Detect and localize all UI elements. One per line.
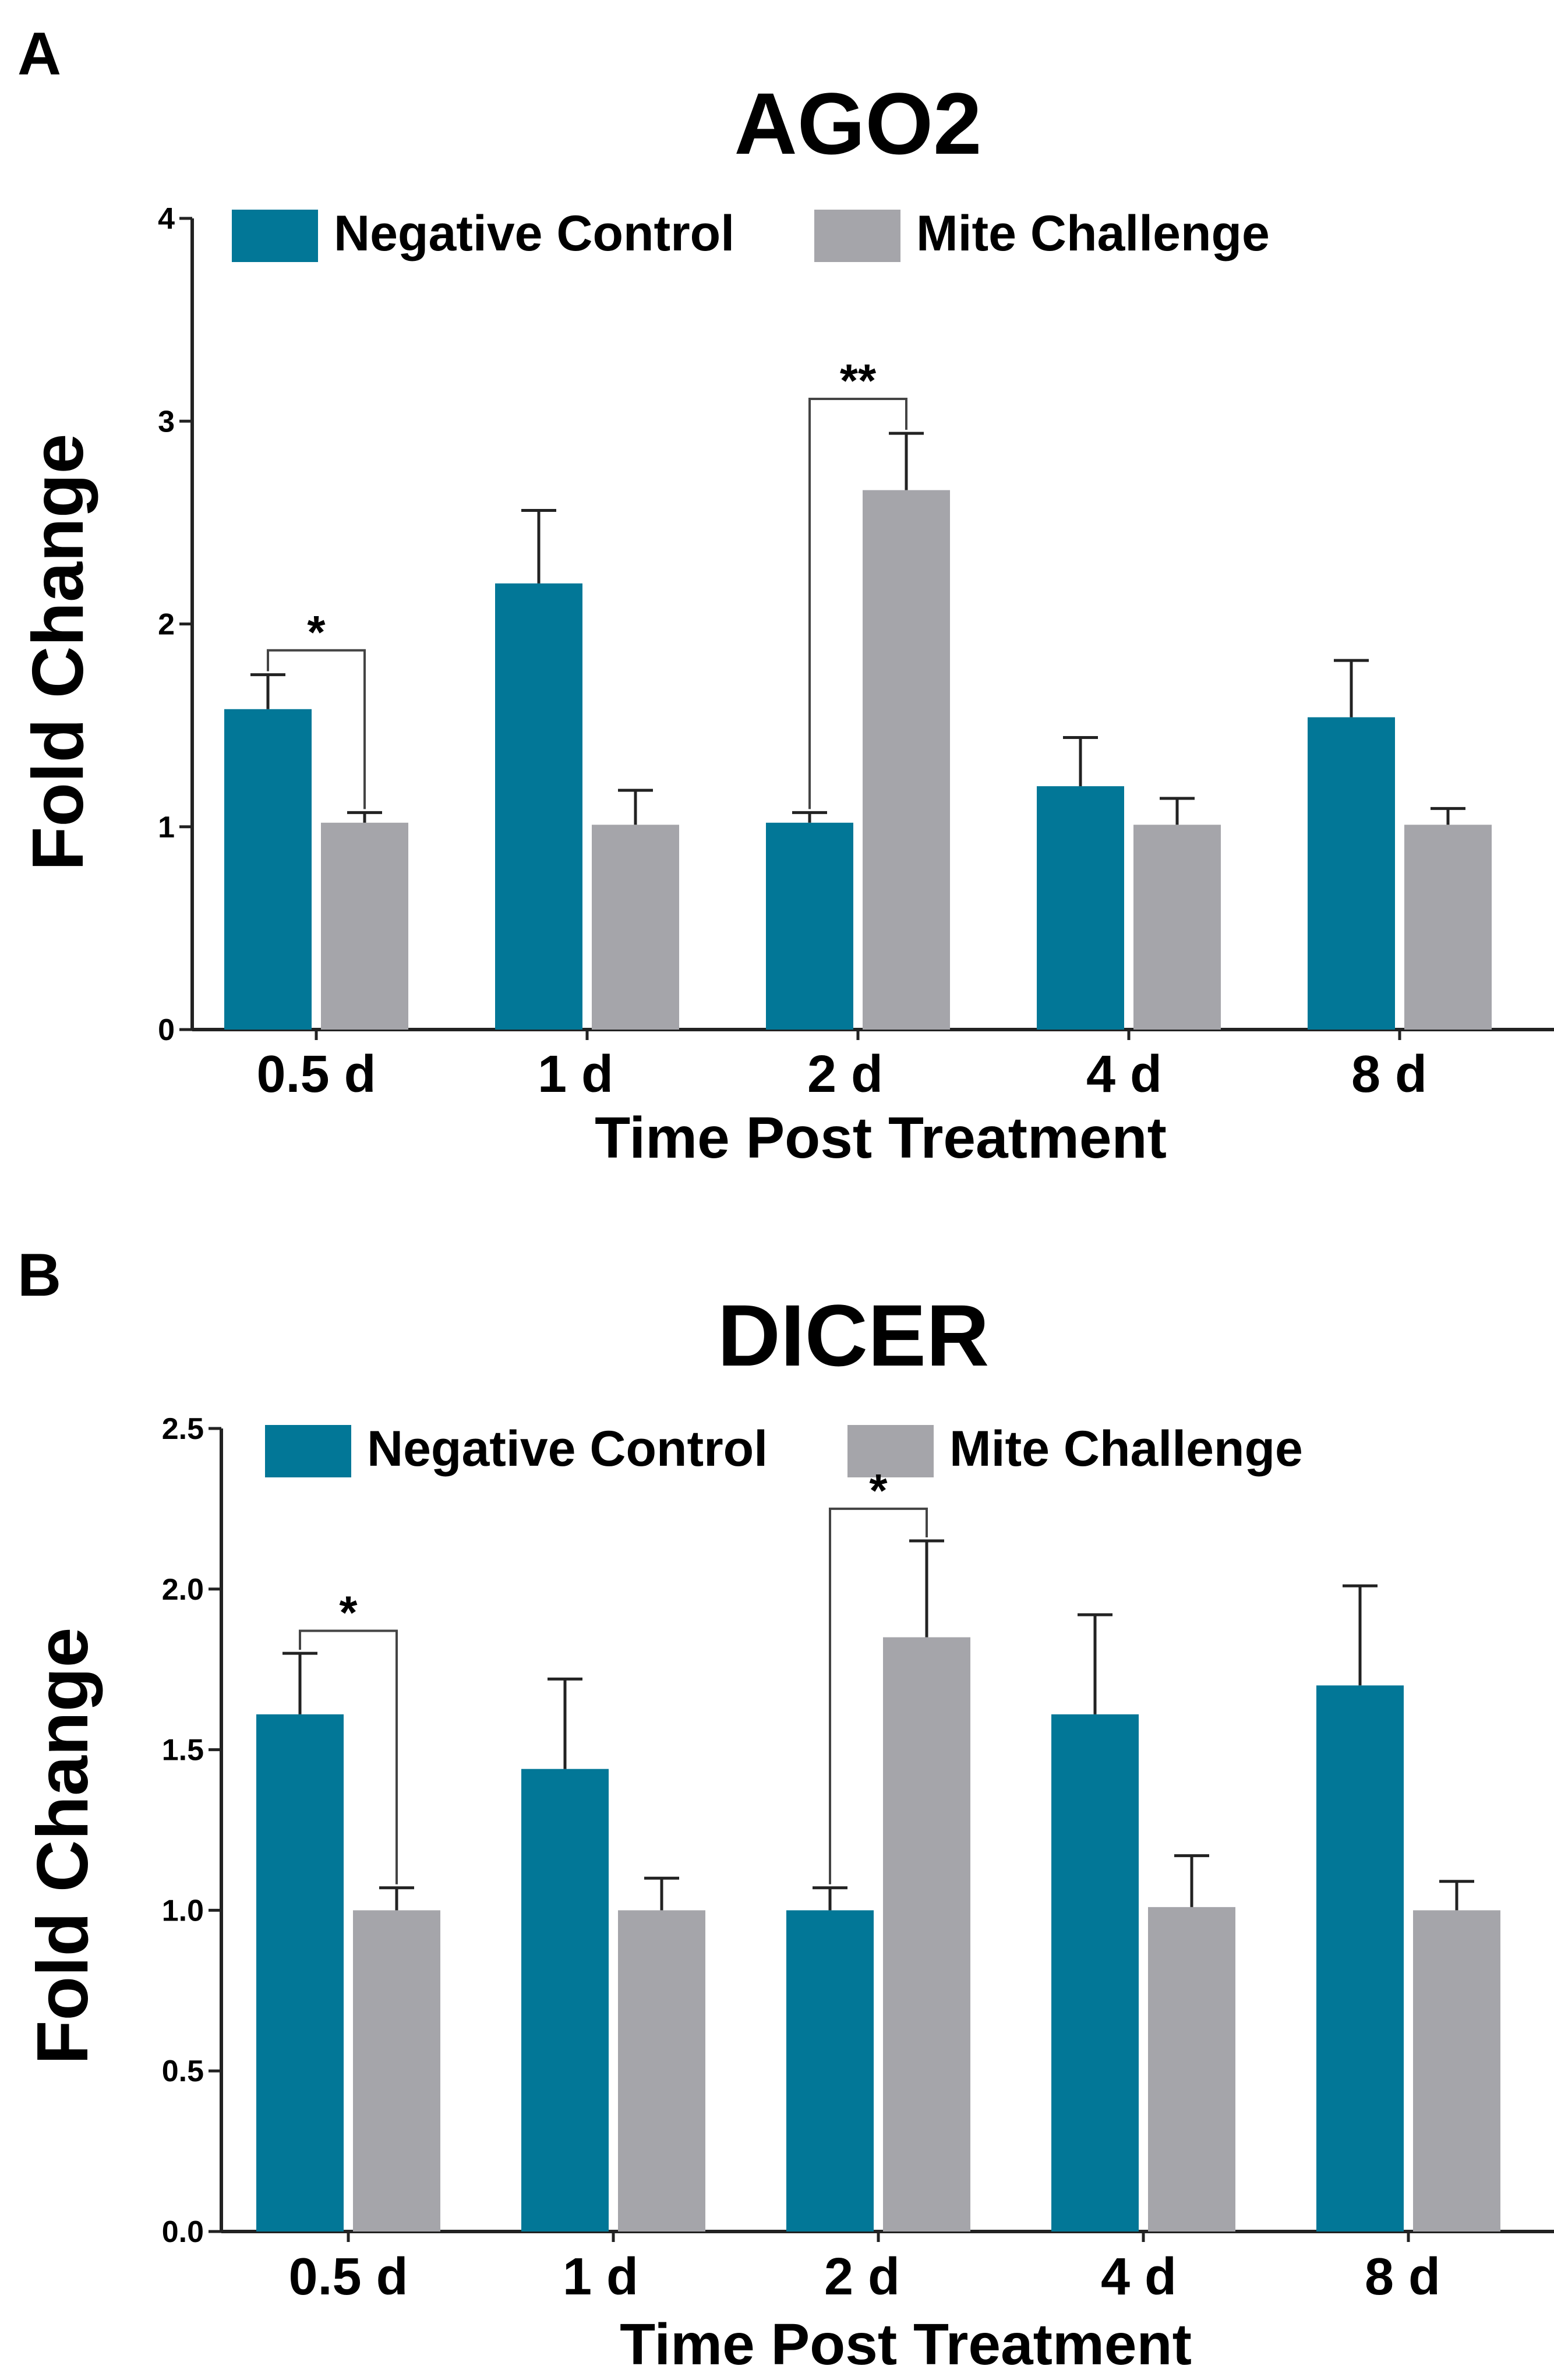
panel-a: A AGO2 Negative Control Mite Challenge 0… [17,20,1554,1170]
panel-a-y-axis-label: Fold Change [18,434,98,871]
y-tick-label: 2.5 [162,1412,204,1446]
significance-bracket [299,1629,398,1884]
legend-swatch-negative-control [265,1425,351,1477]
x-tick-label: 2 d [824,2248,900,2306]
y-tick-label: 0 [158,1013,175,1047]
bar-negative-control [521,1769,609,2232]
x-tick-label: 4 d [1101,2248,1177,2306]
bar-mite-challenge [1133,825,1221,1030]
panel-b-legend: Negative Control Mite Challenge [265,1421,1303,1477]
legend-label-negative-control: Negative Control [334,206,734,261]
bar-negative-control [1037,786,1124,1030]
x-tick-label: 1 d [563,2248,638,2306]
bar-negative-control [224,709,312,1030]
bar-negative-control [1051,1714,1139,2232]
panel-a-x-axis-label: Time Post Treatment [595,1105,1167,1170]
bar-mite-challenge [618,1910,705,2232]
bar-negative-control [786,1910,874,2232]
bar-mite-challenge [1148,1907,1235,2232]
y-tick-label: 4 [158,202,175,236]
bar-negative-control [766,822,853,1030]
y-tick-label: 0.5 [162,2054,204,2088]
panel-b-label: B [17,1242,61,1309]
panel-b-x-axis-label: Time Post Treatment [620,2312,1192,2377]
x-tick-label: 4 d [1086,1045,1162,1104]
y-tick-label: 1 [158,811,175,844]
legend-label-mite-challenge: Mite Challenge [916,206,1270,261]
panel-b-title: DICER [718,1286,990,1384]
panel-a-label: A [17,20,61,88]
y-tick-label: 3 [158,405,175,438]
bar-mite-challenge [353,1910,440,2232]
significance-label: * [339,1587,358,1639]
legend-swatch-mite-challenge [814,210,900,262]
significance-bracket [267,649,366,809]
bar-mite-challenge [863,490,950,1030]
bar-negative-control [495,583,582,1030]
panel-b-plot: 0.0 0.5 1.0 1.5 2.0 2.5 0.5 d 1 d 2 d 4 d 8 d * * [162,1412,1554,2306]
bar-mite-challenge [592,825,679,1030]
bar-negative-control [256,1714,344,2232]
panel-b: B DICER Negative Control Mite Challenge … [17,1242,1554,2377]
x-tick-label: 0.5 d [288,2248,408,2306]
bar-mite-challenge [1404,825,1492,1030]
bar-mite-challenge [883,1637,970,2232]
y-tick-label: 2 [158,608,175,642]
panel-a-title: AGO2 [734,75,981,172]
bar-mite-challenge [321,822,408,1030]
y-tick-label: 1.0 [162,1894,204,1928]
significance-bracket [829,1507,928,1884]
legend-label-negative-control: Negative Control [367,1421,768,1477]
bar-negative-control [1316,1685,1404,2232]
y-tick-label: 2.0 [162,1573,204,1607]
y-tick-label: 1.5 [162,1734,204,1767]
x-tick-label: 1 d [538,1045,613,1104]
x-tick-label: 0.5 d [256,1045,376,1104]
x-tick-label: 2 d [807,1045,883,1104]
significance-label: * [869,1465,888,1516]
significance-label: * [307,606,326,658]
panel-a-legend: Negative Control Mite Challenge [232,206,1270,262]
x-tick-label: 8 d [1351,1045,1427,1104]
legend-swatch-mite-challenge [847,1425,934,1477]
panel-b-y-axis-label: Fold Change [23,1628,103,2065]
x-tick-label: 8 d [1365,2248,1440,2306]
y-tick-label: 0.0 [162,2215,204,2249]
significance-bracket [808,397,907,809]
bar-mite-challenge [1413,1910,1500,2232]
legend-label-mite-challenge: Mite Challenge [949,1421,1303,1477]
significance-label: ** [840,355,877,406]
bar-negative-control [1308,717,1395,1030]
legend-swatch-negative-control [232,210,318,262]
